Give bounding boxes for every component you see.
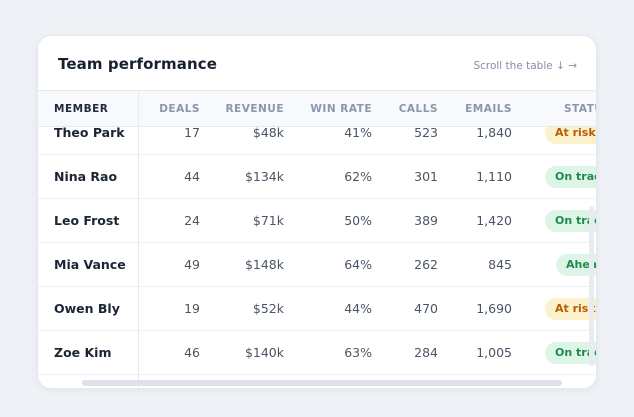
emails-cell: 1,420 (476, 213, 512, 228)
deals-cell: 24 (184, 213, 200, 228)
win-rate-cell: 63% (344, 345, 372, 360)
win-rate-cell: 44% (344, 301, 372, 316)
horizontal-scrollbar-thumb[interactable] (82, 380, 562, 386)
calls-cell: 284 (414, 345, 438, 360)
deals-cell: 17 (184, 127, 200, 140)
deals-cell: 49 (184, 257, 200, 272)
table-viewport[interactable]: MEMBER DEALS REVENUE WIN RATE CALLS EMAI… (38, 90, 596, 388)
table-row[interactable]: Nina Rao 44 $134k 62% 301 1,110 On track (38, 155, 596, 199)
status-badge: At risk (545, 127, 596, 144)
member-name: Nina Rao (54, 169, 118, 184)
status-badge: On track (545, 210, 596, 232)
column-header-emails[interactable]: EMAILS (465, 103, 512, 115)
column-header-win-rate[interactable]: WIN RATE (310, 103, 372, 115)
deals-cell: 44 (184, 169, 200, 184)
calls-cell: 262 (414, 257, 438, 272)
emails-cell: 1,840 (476, 127, 512, 140)
column-header-member[interactable]: MEMBER (54, 103, 109, 115)
win-rate-cell: 41% (344, 127, 372, 140)
win-rate-cell: 62% (344, 169, 372, 184)
column-header-status[interactable]: STATUS (564, 103, 596, 115)
calls-cell: 523 (414, 127, 438, 140)
deals-cell: 46 (184, 345, 200, 360)
table-row[interactable]: Mia Vance 49 $148k 64% 262 845 Ahead (38, 243, 596, 287)
team-performance-card: Team performance Scroll the table ↓ → ME… (37, 35, 597, 389)
member-name: Owen Bly (54, 301, 120, 316)
deals-cell: 19 (184, 301, 200, 316)
table-row[interactable]: Owen Bly 19 $52k 44% 470 1,690 At risk (38, 287, 596, 331)
table-row[interactable]: Theo Park 17 $48k 41% 523 1,840 At risk (38, 127, 596, 155)
calls-cell: 301 (414, 169, 438, 184)
emails-cell: 1,690 (476, 301, 512, 316)
table-header-row: MEMBER DEALS REVENUE WIN RATE CALLS EMAI… (38, 90, 596, 127)
calls-cell: 389 (414, 213, 438, 228)
revenue-cell: $148k (244, 257, 284, 272)
status-badge: On track (545, 166, 596, 188)
table-row[interactable]: Zoe Kim 46 $140k 63% 284 1,005 On track (38, 331, 596, 375)
table-body: Theo Park 17 $48k 41% 523 1,840 At risk Nina Ra… (38, 127, 596, 388)
revenue-cell: $140k (244, 345, 284, 360)
revenue-cell: $71k (252, 213, 284, 228)
status-badge: At risk (545, 298, 596, 320)
revenue-cell: $134k (244, 169, 284, 184)
revenue-cell: $52k (252, 301, 284, 316)
emails-cell: 845 (488, 257, 512, 272)
scroll-hint: Scroll the table ↓ → (473, 60, 577, 72)
member-name: Theo Park (54, 127, 125, 140)
emails-cell: 1,110 (476, 169, 512, 184)
column-header-revenue[interactable]: REVENUE (225, 103, 284, 115)
card-header: Team performance Scroll the table ↓ → (38, 36, 596, 90)
calls-cell: 470 (414, 301, 438, 316)
member-name: Zoe Kim (54, 345, 112, 360)
column-header-deals[interactable]: DEALS (159, 103, 200, 115)
revenue-cell: $48k (252, 127, 284, 140)
horizontal-scrollbar[interactable] (82, 380, 562, 386)
vertical-scrollbar[interactable] (589, 206, 594, 366)
member-name: Leo Frost (54, 213, 120, 228)
win-rate-cell: 50% (344, 213, 372, 228)
member-name: Mia Vance (54, 257, 126, 272)
table-row[interactable]: Leo Frost 24 $71k 50% 389 1,420 On track (38, 199, 596, 243)
status-badge: Ahead (556, 254, 596, 276)
emails-cell: 1,005 (476, 345, 512, 360)
sticky-column-divider (138, 90, 139, 388)
card-title: Team performance (58, 55, 218, 73)
status-badge: On track (545, 342, 596, 364)
win-rate-cell: 64% (344, 257, 372, 272)
column-header-calls[interactable]: CALLS (398, 103, 438, 115)
